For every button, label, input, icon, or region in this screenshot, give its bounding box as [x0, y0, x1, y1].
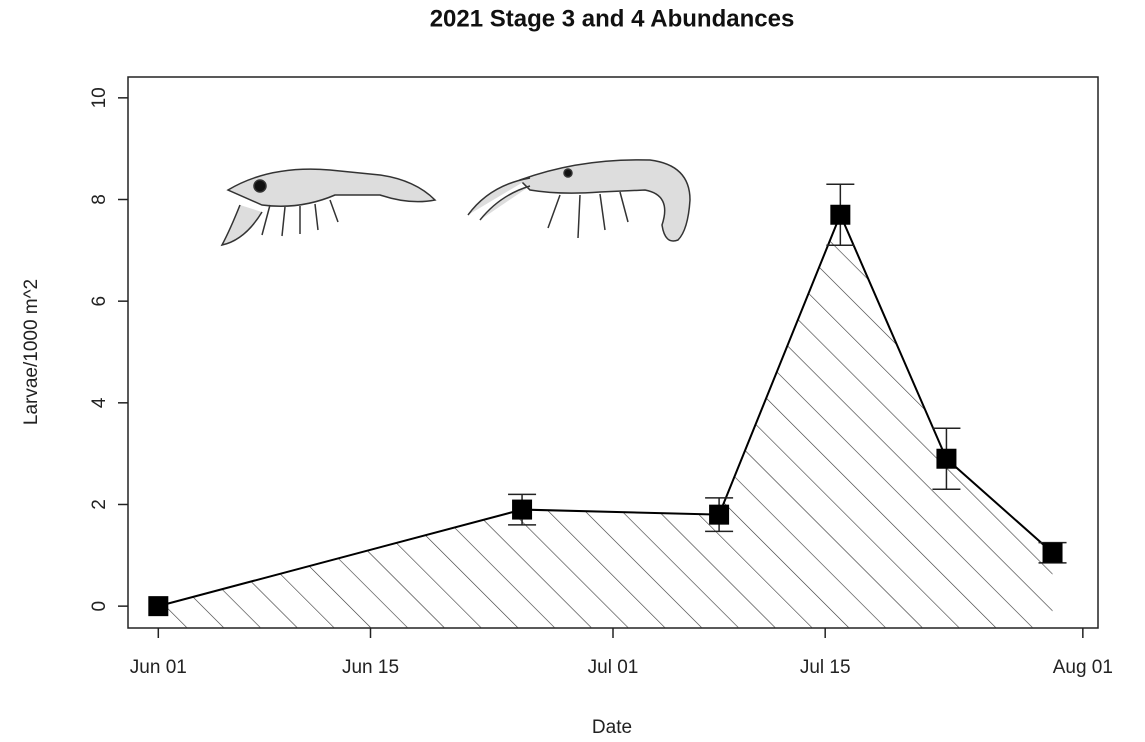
marker	[512, 500, 532, 520]
marker	[830, 205, 850, 225]
larva-illustration-2	[468, 160, 690, 241]
marker	[936, 449, 956, 469]
y-axis-label: Larvae/1000 m^2	[21, 279, 42, 425]
y-tick-label: 8	[89, 194, 110, 205]
chart-title: 2021 Stage 3 and 4 Abundances	[430, 5, 795, 32]
page: {"chart_data": {"type": "line", "title":…	[0, 0, 1145, 742]
larva-illustration-1	[222, 169, 435, 245]
y-tick-label: 4	[89, 397, 110, 408]
x-tick-label: Aug 01	[1053, 657, 1113, 678]
y-tick-label: 6	[89, 296, 110, 307]
chart: 2021 Stage 3 and 4 Abundances Date Larva…	[0, 0, 1145, 742]
marker	[709, 505, 729, 525]
y-tick-label: 10	[89, 87, 110, 108]
y-tick-label: 2	[89, 499, 110, 510]
x-tick-label: Jun 01	[130, 657, 187, 678]
x-tick-label: Jun 15	[342, 657, 399, 678]
marker	[1043, 543, 1063, 563]
x-axis-label: Date	[592, 717, 632, 738]
marker	[148, 596, 168, 616]
x-tick-label: Jul 15	[800, 657, 851, 678]
area	[158, 215, 1052, 628]
y-tick-label: 0	[89, 601, 110, 612]
x-tick-label: Jul 01	[588, 657, 639, 678]
